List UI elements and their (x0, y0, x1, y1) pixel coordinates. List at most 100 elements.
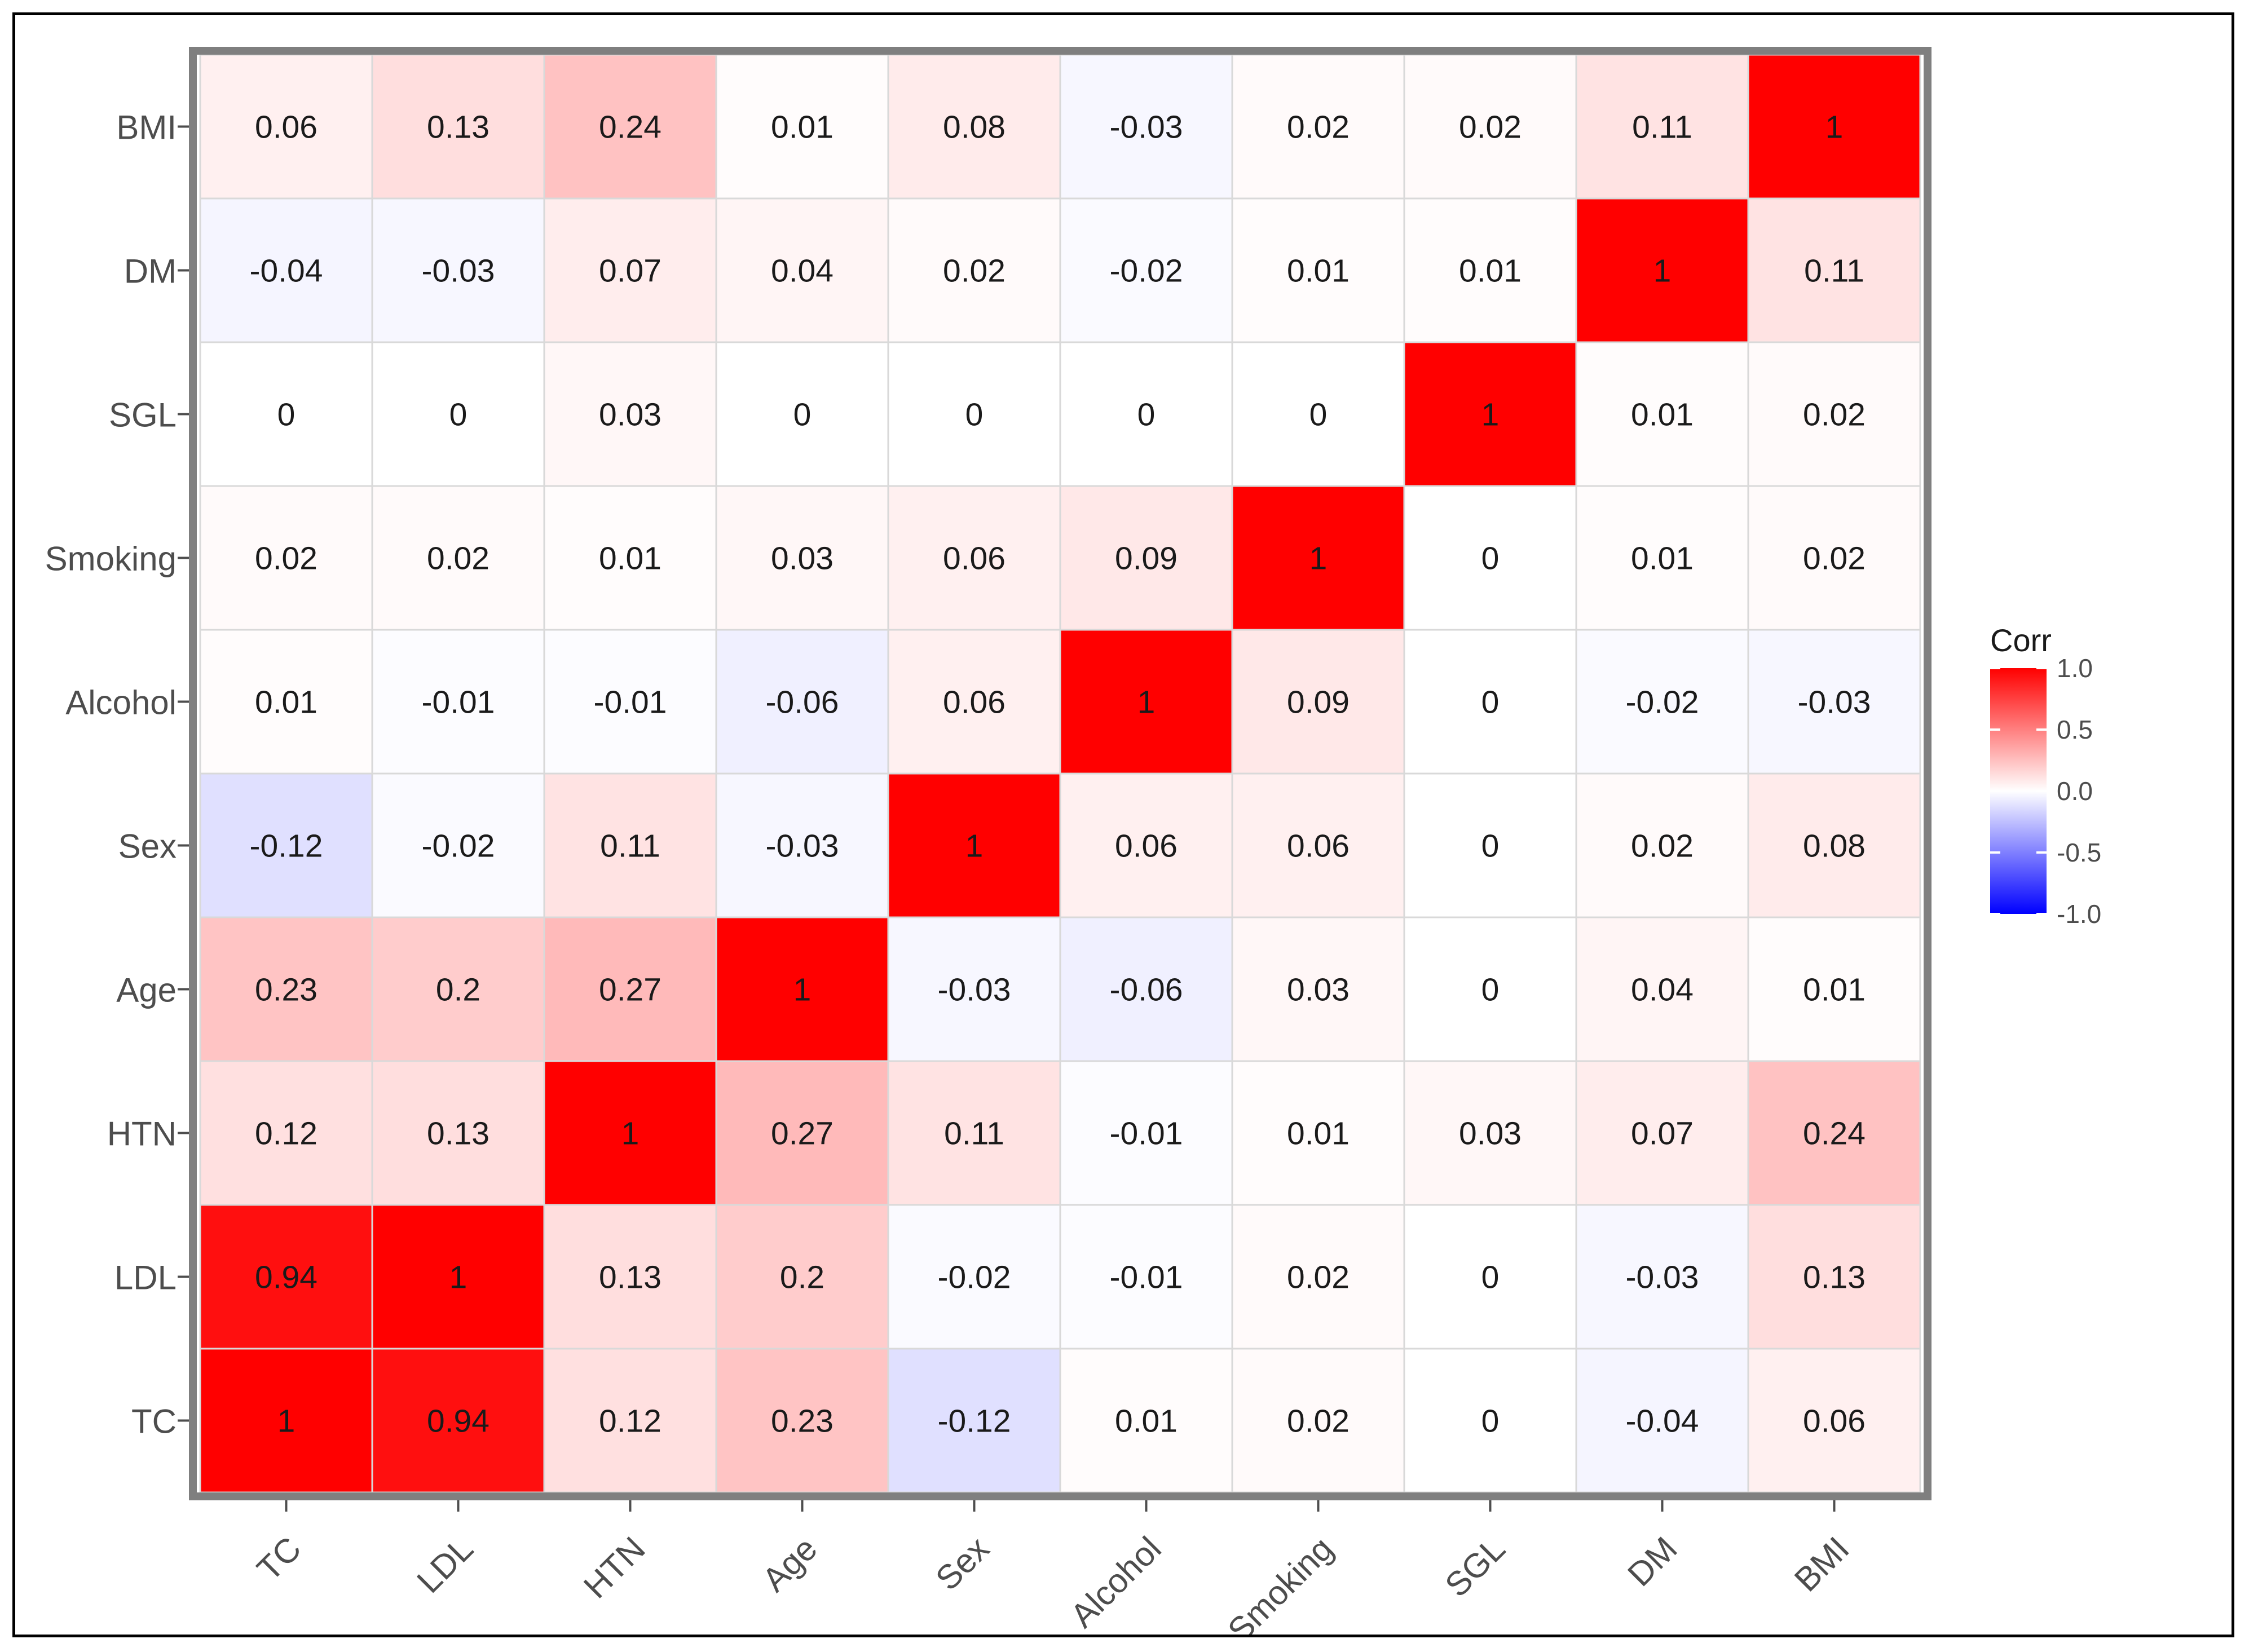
cell-label: 0.02 (1287, 1260, 1350, 1296)
cell-dm-sgl (1403, 197, 1577, 343)
cell-bmi-tc (199, 54, 373, 200)
cell-label: 0.94 (427, 1403, 490, 1439)
cell-label: 0.02 (1631, 828, 1694, 864)
cell-dm-age (715, 197, 889, 343)
legend-title: Corr (1990, 622, 2052, 658)
cell-age-bmi (1747, 916, 1921, 1062)
cell-bmi-dm (1575, 54, 1749, 200)
cell-htn-dm (1575, 1060, 1749, 1206)
cell-sgl-ldl (371, 341, 545, 487)
cell-sgl-dm (1575, 341, 1749, 487)
y-tick-label: Alcohol (65, 684, 177, 722)
cell-htn-htn (543, 1060, 717, 1206)
cell-label: 0 (449, 397, 468, 433)
cell-smoking-ldl (371, 485, 545, 631)
cell-label: -0.02 (1626, 684, 1699, 721)
cell-label: 1 (621, 1116, 640, 1152)
cell-label: -0.01 (1110, 1116, 1183, 1152)
cell-label: 0 (1481, 1403, 1500, 1439)
cell-label: 0.11 (944, 1116, 1004, 1152)
cell-ldl-htn (543, 1204, 717, 1350)
cell-sgl-htn (543, 341, 717, 487)
cell-age-age (715, 916, 889, 1062)
cell-label: 0.06 (1287, 828, 1350, 864)
cell-label: 0.09 (1115, 541, 1178, 577)
cell-label: 0.13 (427, 109, 490, 145)
cell-alcohol-sex (887, 629, 1061, 775)
x-tick-label: DM (1620, 1530, 1684, 1593)
cell-label: -0.04 (1626, 1403, 1699, 1439)
cell-label: 1 (277, 1403, 296, 1439)
cell-alcohol-smoking (1231, 629, 1405, 775)
x-tick-label: Age (755, 1530, 824, 1599)
cell-label: 0.02 (943, 253, 1006, 289)
cell-label: 0.13 (1803, 1260, 1866, 1296)
cell-label: 0.02 (1803, 541, 1866, 577)
x-tick-label: LDL (409, 1530, 480, 1600)
cell-htn-smoking (1231, 1060, 1405, 1206)
cell-age-sgl (1403, 916, 1577, 1062)
cell-label: -0.02 (938, 1260, 1011, 1296)
legend-tick-label: -0.5 (2057, 838, 2101, 867)
x-tick-label: Sex (928, 1530, 996, 1597)
cell-label: 0.23 (771, 1403, 834, 1439)
cell-sex-dm (1575, 772, 1749, 918)
cell-sex-ldl (371, 772, 545, 918)
cell-sgl-alcohol (1059, 341, 1233, 487)
x-tick-label: BMI (1787, 1530, 1856, 1599)
cell-label: 0.02 (1459, 109, 1522, 145)
cell-smoking-bmi (1747, 485, 1921, 631)
cell-smoking-age (715, 485, 889, 631)
cell-ldl-sex (887, 1204, 1061, 1350)
cell-label: -0.03 (422, 253, 495, 289)
cell-label: 0.94 (255, 1260, 317, 1296)
cell-tc-age (715, 1348, 889, 1494)
cell-smoking-dm (1575, 485, 1749, 631)
cell-label: 0.07 (1631, 1116, 1694, 1152)
cell-label: 1 (1137, 684, 1156, 721)
cell-bmi-smoking (1231, 54, 1405, 200)
cell-label: 0.02 (255, 541, 317, 577)
cell-label: 0 (1481, 972, 1500, 1008)
cell-htn-tc (199, 1060, 373, 1206)
cell-sgl-smoking (1231, 341, 1405, 487)
y-tick-label: DM (124, 253, 177, 290)
cell-label: 0.11 (1632, 109, 1692, 145)
heatmap-cell-labels: 1 0.94 0.12 0.23 -0.12 0.01 0.02 0 -0.04 0.06 0.94… (250, 109, 1871, 1439)
cell-bmi-sex (887, 54, 1061, 200)
y-tick-label: BMI (116, 109, 177, 147)
heatmap-cells (199, 54, 1921, 1494)
cell-alcohol-dm (1575, 629, 1749, 775)
cell-sex-alcohol (1059, 772, 1233, 918)
legend-tick-label: 0.0 (2057, 776, 2093, 806)
cell-smoking-smoking (1231, 485, 1405, 631)
cell-label: 0.2 (780, 1260, 824, 1296)
cell-label: -0.02 (1110, 253, 1183, 289)
cell-label: 0.06 (255, 109, 317, 145)
legend-tick-label: 1.0 (2057, 653, 2093, 683)
cell-dm-alcohol (1059, 197, 1233, 343)
figure-frame: 1 0.94 0.12 0.23 -0.12 0.01 0.02 0 -0.04 0.06 0.94… (12, 12, 2234, 1637)
cell-sgl-age (715, 341, 889, 487)
cell-alcohol-sgl (1403, 629, 1577, 775)
cell-label: 0.02 (427, 541, 490, 577)
cell-sgl-sex (887, 341, 1061, 487)
x-tick-label: Smoking (1220, 1530, 1340, 1635)
legend-tick-label: 0.5 (2057, 715, 2093, 744)
cell-tc-bmi (1747, 1348, 1921, 1494)
y-tick-label: TC (131, 1403, 177, 1441)
panel-border (189, 47, 1932, 1500)
cell-label: 0.11 (600, 828, 660, 864)
cell-tc-sgl (1403, 1348, 1577, 1494)
cell-label: -0.12 (938, 1403, 1011, 1439)
y-axis: TC LDL HTN Age Sex Alcohol Smoking SGL DM BMI (45, 109, 189, 1441)
cell-tc-alcohol (1059, 1348, 1233, 1494)
cell-label: 0 (277, 397, 296, 433)
cell-sgl-bmi (1747, 341, 1921, 487)
y-tick-label: Smoking (45, 540, 177, 578)
cell-tc-sex (887, 1348, 1061, 1494)
cell-label: 0.09 (1287, 684, 1350, 721)
x-tick-label: Alcohol (1063, 1530, 1168, 1635)
x-tick-label: TC (250, 1530, 308, 1588)
cell-dm-sex (887, 197, 1061, 343)
